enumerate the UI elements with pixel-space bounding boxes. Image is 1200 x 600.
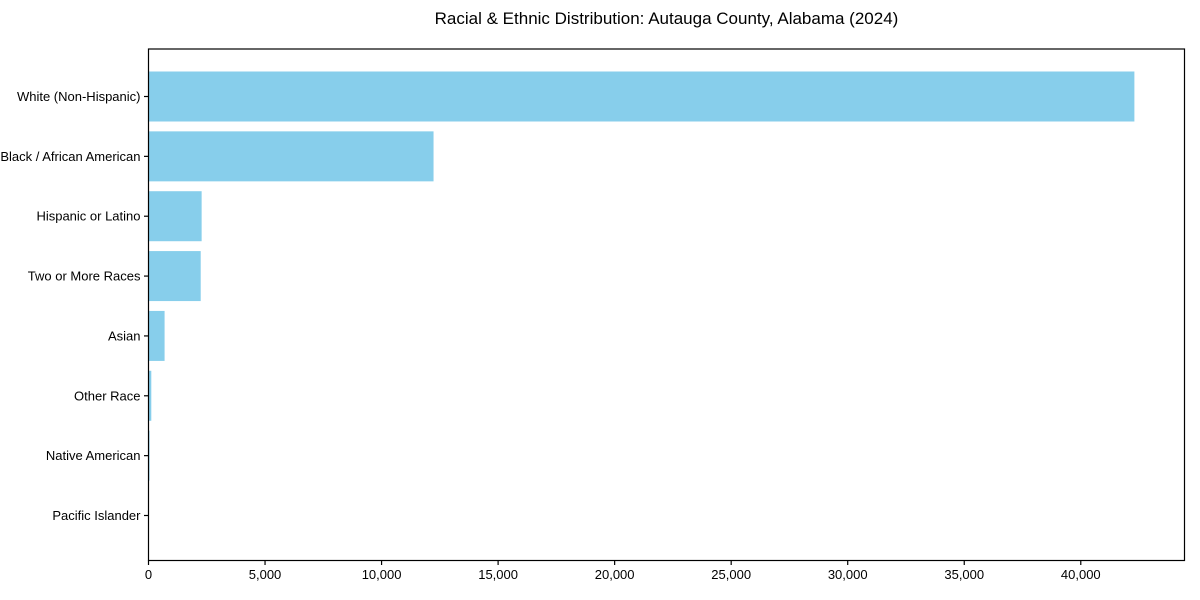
- y-tick-label-native-american: Native American: [46, 448, 141, 463]
- x-tick-label: 0: [145, 567, 152, 582]
- y-tick-label-hispanic-or-latino: Hispanic or Latino: [36, 209, 140, 224]
- chart-title: Racial & Ethnic Distribution: Autauga Co…: [434, 9, 899, 28]
- y-tick-label-two-or-more-races: Two or More Races: [28, 269, 141, 284]
- bar-two-or-more-races: [148, 251, 201, 302]
- x-tick-label: 25,000: [711, 567, 751, 582]
- bar-hispanic-or-latino: [148, 191, 202, 242]
- x-tick-label: 40,000: [1061, 567, 1101, 582]
- x-tick-label: 10,000: [362, 567, 402, 582]
- bar-other-race: [148, 370, 152, 421]
- bar-black-african-american: [148, 131, 434, 182]
- x-tick-label: 20,000: [595, 567, 635, 582]
- x-tick-label: 5,000: [249, 567, 282, 582]
- x-tick-label: 15,000: [478, 567, 518, 582]
- bar-asian: [148, 310, 165, 361]
- plot-border: [147, 48, 1186, 562]
- y-tick-label-pacific-islander: Pacific Islander: [52, 508, 141, 523]
- y-tick-label-asian: Asian: [108, 328, 141, 343]
- y-tick-label-black-african-american: Black / African American: [0, 149, 140, 164]
- y-tick-label-other-race: Other Race: [74, 388, 140, 403]
- bar-white-non-hispanic: [148, 71, 1135, 122]
- x-tick-label: 30,000: [828, 567, 868, 582]
- x-tick-label: 35,000: [944, 567, 984, 582]
- y-tick-label-white-non-hispanic: White (Non-Hispanic): [17, 89, 141, 104]
